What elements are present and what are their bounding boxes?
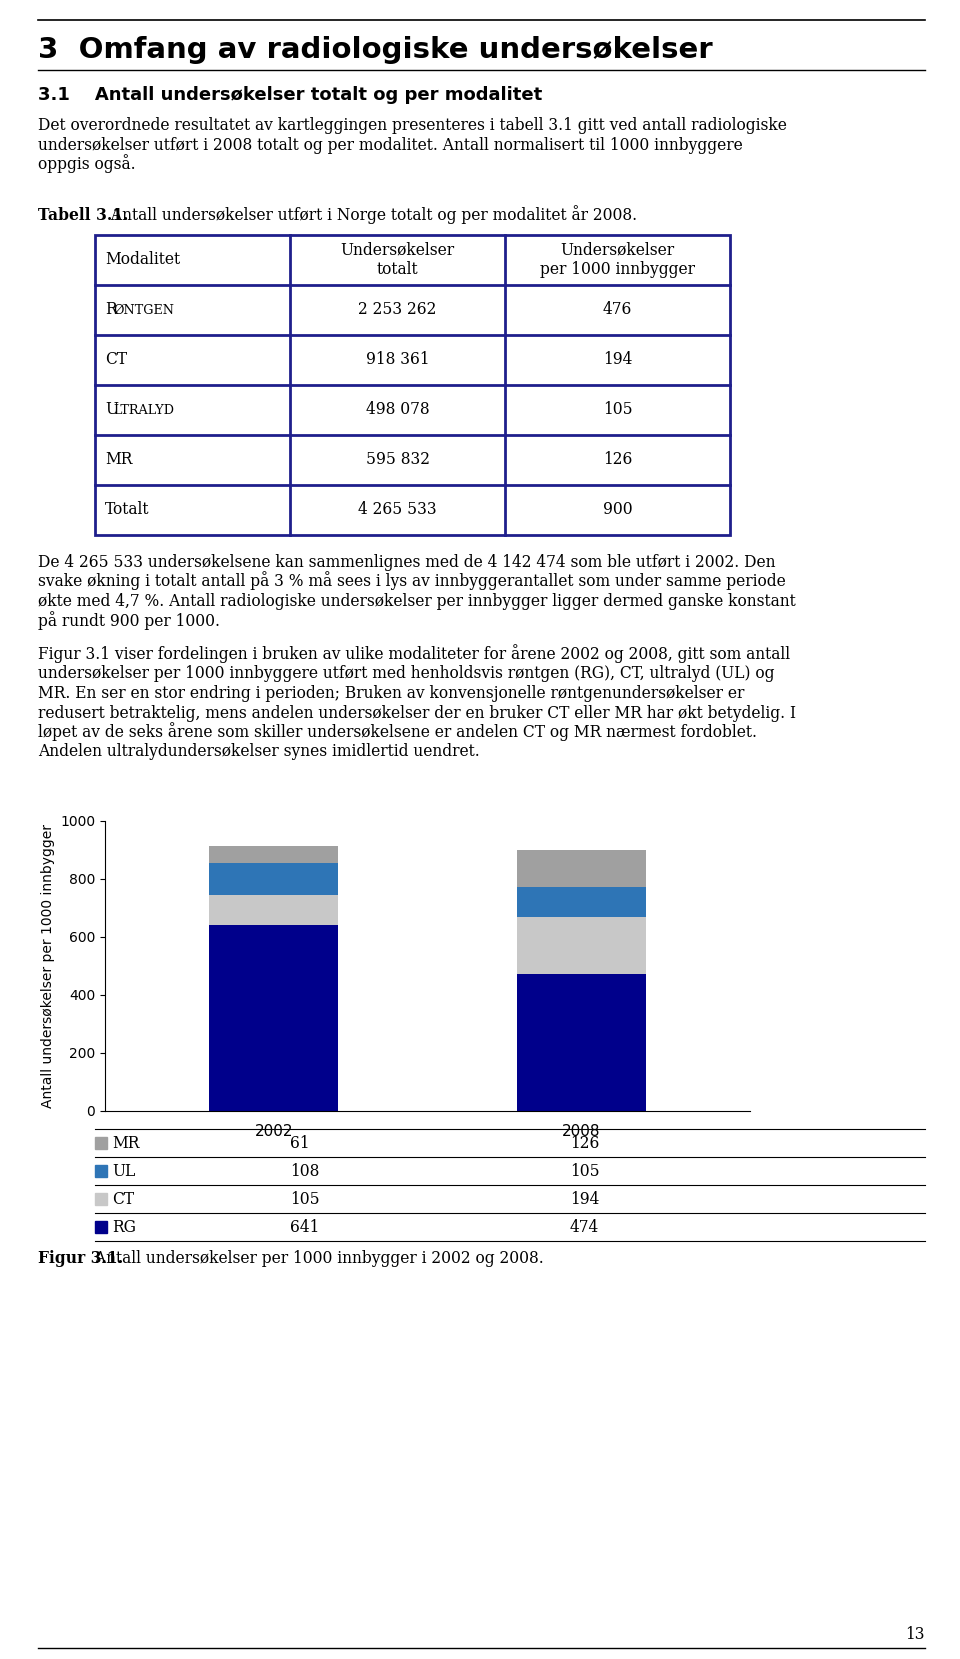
Bar [209, 846, 339, 863]
Text: ØNTGEN: ØNTGEN [113, 304, 174, 317]
Text: Undersøkelser
per 1000 innbygger: Undersøkelser per 1000 innbygger [540, 242, 695, 279]
Bar [516, 888, 645, 917]
Text: på rundt 900 per 1000.: på rundt 900 per 1000. [38, 611, 220, 629]
Bar [516, 917, 645, 974]
Text: Figur 3.1 viser fordelingen i bruken av ulike modaliteter for årene 2002 og 2008: Figur 3.1 viser fordelingen i bruken av … [38, 644, 790, 664]
Bar [95, 236, 730, 534]
Text: 918 361: 918 361 [366, 352, 429, 368]
Text: økte med 4,7 %. Antall radiologiske undersøkelser per innbygger ligger dermed ga: økte med 4,7 %. Antall radiologiske unde… [38, 592, 796, 611]
Text: CT: CT [105, 352, 127, 368]
Text: 4 265 533: 4 265 533 [358, 501, 437, 519]
Text: 105: 105 [290, 1191, 320, 1208]
Text: 126: 126 [603, 451, 633, 468]
Bar [95, 1221, 107, 1233]
Text: 498 078: 498 078 [366, 401, 429, 418]
Bar [95, 1136, 107, 1150]
Bar [516, 974, 645, 1112]
Text: LTRALYD: LTRALYD [113, 403, 174, 416]
Bar [516, 851, 645, 888]
Text: R: R [105, 302, 116, 319]
Bar [209, 863, 339, 894]
Text: 194: 194 [570, 1191, 599, 1208]
Bar [95, 1165, 107, 1176]
Text: 108: 108 [290, 1163, 320, 1180]
Text: Antall undersøkelser utført i Norge totalt og per modalitet år 2008.: Antall undersøkelser utført i Norge tota… [106, 206, 637, 224]
Text: Andelen ultralydundersøkelser synes imidlertid uendret.: Andelen ultralydundersøkelser synes imid… [38, 743, 480, 760]
Text: Det overordnede resultatet av kartleggingen presenteres i tabell 3.1 gitt ved an: Det overordnede resultatet av kartleggin… [38, 118, 787, 134]
Text: løpet av de seks årene som skiller undersøkelsene er andelen CT og MR nærmest fo: løpet av de seks årene som skiller under… [38, 722, 757, 742]
Text: 105: 105 [570, 1163, 600, 1180]
Text: MR: MR [112, 1135, 139, 1151]
Text: 105: 105 [603, 401, 633, 418]
Text: MR. En ser en stor endring i perioden; Bruken av konvensjonelle røntgenundersøke: MR. En ser en stor endring i perioden; B… [38, 685, 744, 702]
Text: 13: 13 [905, 1626, 925, 1642]
Text: Figur 3.1.: Figur 3.1. [38, 1249, 123, 1267]
Text: U: U [105, 401, 118, 418]
Text: 2 253 262: 2 253 262 [358, 302, 437, 319]
Text: 126: 126 [570, 1135, 599, 1151]
Text: Tabell 3.1.: Tabell 3.1. [38, 207, 129, 224]
Text: RG: RG [112, 1218, 136, 1236]
Text: 61: 61 [290, 1135, 310, 1151]
Text: redusert betraktelig, mens andelen undersøkelser der en bruker CT eller MR har ø: redusert betraktelig, mens andelen under… [38, 705, 796, 722]
Text: 3.1    Antall undersøkelser totalt og per modalitet: 3.1 Antall undersøkelser totalt og per m… [38, 86, 542, 105]
Text: De 4 265 533 undersøkelsene kan sammenlignes med de 4 142 474 som ble utført i 2: De 4 265 533 undersøkelsene kan sammenli… [38, 554, 776, 571]
Text: undersøkelser utført i 2008 totalt og per modalitet. Antall normalisert til 1000: undersøkelser utført i 2008 totalt og pe… [38, 136, 743, 154]
Text: Undersøkelser
totalt: Undersøkelser totalt [341, 242, 455, 279]
Bar [209, 894, 339, 926]
Text: MR: MR [105, 451, 132, 468]
Bar [95, 1193, 107, 1204]
Text: 595 832: 595 832 [366, 451, 429, 468]
Y-axis label: Antall undersøkelser per 1000 innbygger: Antall undersøkelser per 1000 innbygger [40, 825, 55, 1108]
Text: 194: 194 [603, 352, 633, 368]
Text: 3  Omfang av radiologiske undersøkelser: 3 Omfang av radiologiske undersøkelser [38, 36, 712, 65]
Text: oppgis også.: oppgis også. [38, 154, 135, 173]
Text: Modalitet: Modalitet [105, 252, 180, 269]
Text: CT: CT [112, 1191, 134, 1208]
Text: Antall undersøkelser per 1000 innbygger i 2002 og 2008.: Antall undersøkelser per 1000 innbygger … [90, 1249, 543, 1267]
Text: undersøkelser per 1000 innbyggere utført med henholdsvis røntgen (RG), CT, ultra: undersøkelser per 1000 innbyggere utført… [38, 665, 775, 682]
Text: 476: 476 [603, 302, 633, 319]
Text: svake økning i totalt antall på 3 % må sees i lys av innbyggerantallet som under: svake økning i totalt antall på 3 % må s… [38, 572, 785, 591]
Text: 641: 641 [290, 1218, 320, 1236]
Text: Totalt: Totalt [105, 501, 150, 519]
Text: 900: 900 [603, 501, 633, 519]
Text: UL: UL [112, 1163, 135, 1180]
Text: 474: 474 [570, 1218, 599, 1236]
Bar [209, 926, 339, 1112]
